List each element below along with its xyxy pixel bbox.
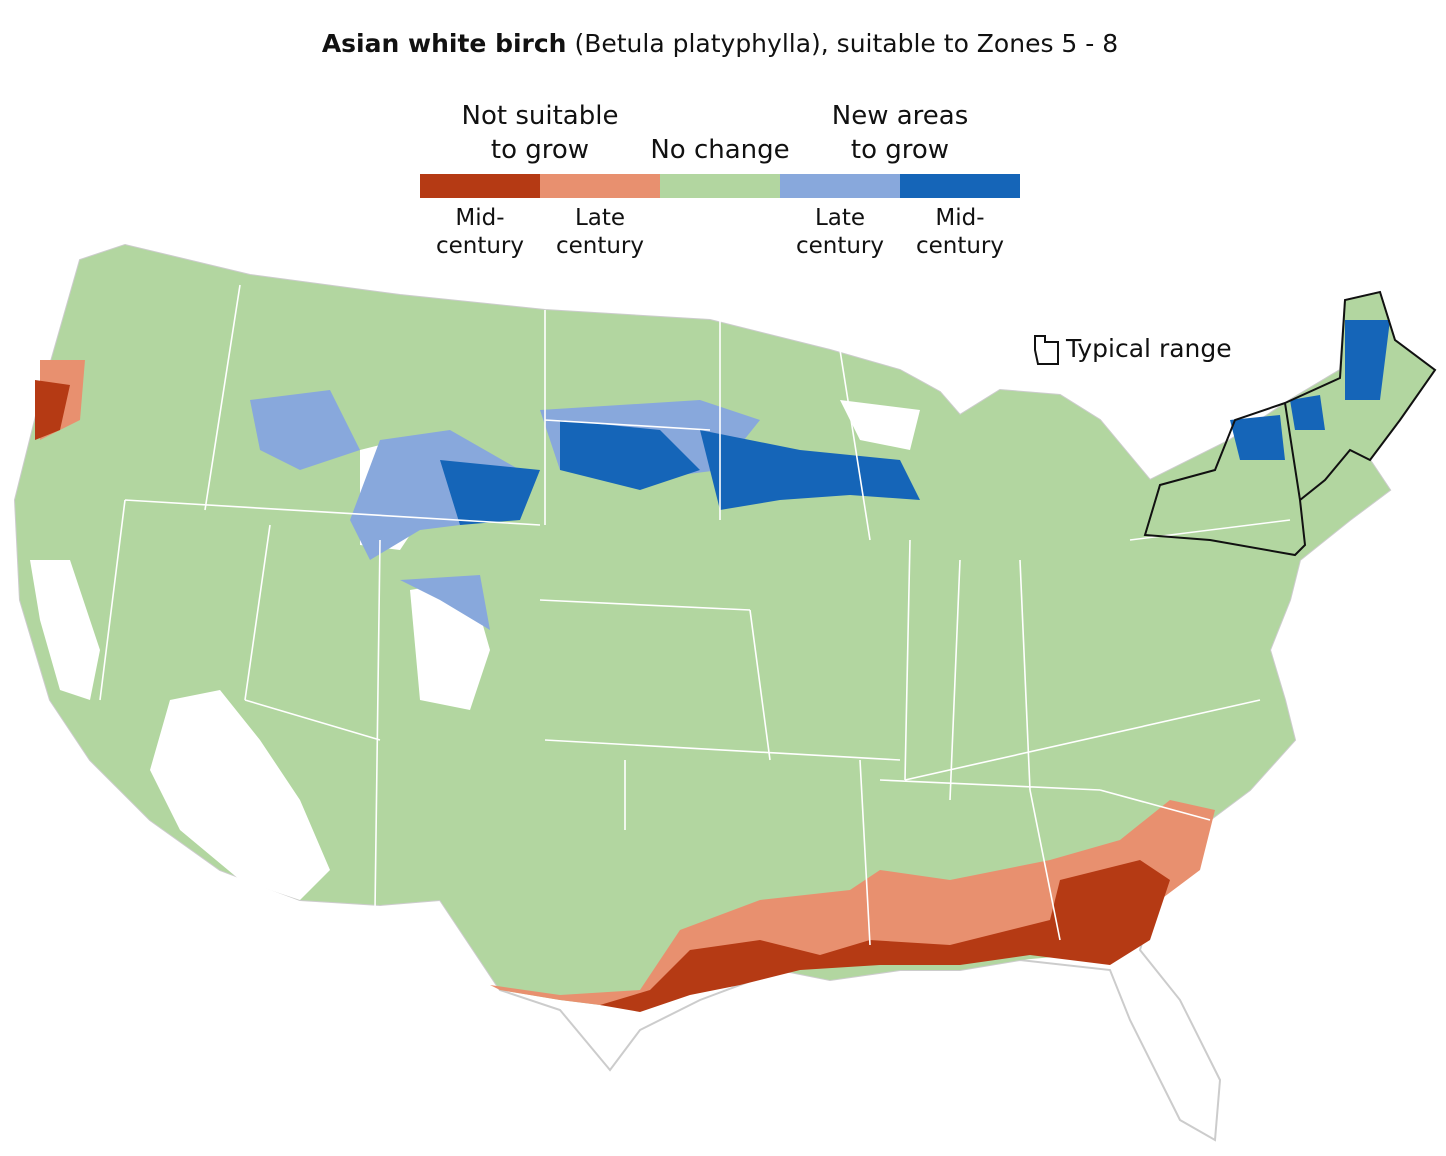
legend-swatch	[420, 174, 540, 198]
no-change-area	[15, 245, 1435, 1010]
range-label: Typical range	[1065, 334, 1232, 363]
state-lines	[99, 284, 1291, 946]
legend-group-label: No change	[650, 135, 789, 165]
title: Asian white birch (Betula platyphylla), …	[322, 29, 1118, 58]
legend-item-label: Late	[575, 205, 625, 231]
range-key-icon	[1034, 335, 1059, 365]
legend-item-label: century	[436, 233, 524, 259]
legend-group-label: New areas	[832, 101, 969, 131]
legend-item-label: Late	[815, 205, 865, 231]
legend-item-label: Mid-	[455, 205, 504, 231]
species-name: Asian white birch	[322, 29, 567, 58]
mid-century-loss	[35, 380, 1170, 1012]
legend-item-label: Mid-	[935, 205, 984, 231]
unsuitable-desert	[30, 560, 330, 900]
legend-swatch	[780, 174, 900, 198]
us-map	[13, 243, 1437, 1142]
legend-item-label: century	[796, 233, 884, 259]
legend-swatch	[540, 174, 660, 198]
legend-group-label: Not suitable	[462, 101, 619, 131]
title-detail: (Betula platyphylla), suitable to Zones …	[574, 29, 1118, 58]
legend-swatch	[660, 174, 780, 198]
state-line	[99, 284, 1291, 946]
legend: Mid-centuryLatecenturyLatecenturyMid-cen…	[420, 101, 1020, 259]
mid-century-new-area	[440, 320, 1390, 525]
legend-group-label: to grow	[491, 135, 589, 165]
legend-group-label: to grow	[851, 135, 949, 165]
typical-range	[1143, 290, 1437, 557]
unsuitable-mountains	[360, 400, 920, 710]
legend-item-label: century	[916, 233, 1004, 259]
legend-swatch	[900, 174, 1020, 198]
legend-item-label: century	[556, 233, 644, 259]
